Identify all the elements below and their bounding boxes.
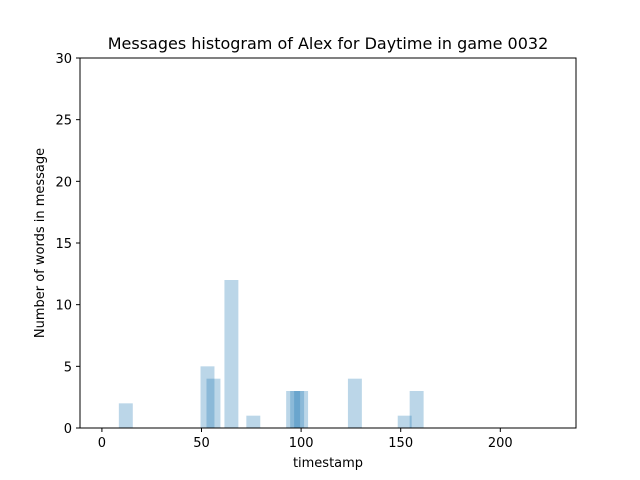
y-tick-label: 5 bbox=[64, 360, 72, 375]
x-tick-label: 200 bbox=[488, 436, 513, 451]
y-tick-label: 10 bbox=[55, 299, 72, 314]
histogram-bar-7 bbox=[294, 391, 309, 428]
x-axis-label: timestamp bbox=[293, 456, 363, 471]
histogram-bar-5 bbox=[286, 391, 301, 428]
x-tick-label: 100 bbox=[289, 436, 314, 451]
histogram-bar-3 bbox=[224, 280, 239, 428]
y-tick-label: 15 bbox=[55, 237, 72, 252]
y-tick-label: 0 bbox=[64, 422, 72, 437]
histogram-bar-0 bbox=[118, 403, 133, 428]
histogram-bar-2 bbox=[206, 378, 221, 428]
y-tick-label: 25 bbox=[55, 114, 72, 129]
y-tick-label: 20 bbox=[55, 175, 72, 190]
plot-area-frame bbox=[79, 57, 577, 429]
bars-layer bbox=[118, 280, 424, 428]
histogram-bar-8 bbox=[347, 378, 362, 428]
x-tick-label: 50 bbox=[193, 436, 210, 451]
y-axis-label: Number of words in message bbox=[33, 148, 48, 338]
histogram-bar-4 bbox=[246, 415, 261, 428]
y-tick-label: 30 bbox=[55, 52, 72, 67]
x-tick-label: 0 bbox=[98, 436, 106, 451]
x-tick-label: 150 bbox=[388, 436, 413, 451]
y-axis: 0 5 10 15 20 25 30 bbox=[55, 52, 80, 437]
histogram-bar-1 bbox=[200, 366, 215, 428]
histogram-bar-9 bbox=[397, 415, 412, 428]
histogram-bar-6 bbox=[290, 391, 305, 428]
histogram-bar-10 bbox=[409, 391, 424, 428]
chart-title: Messages histogram of Alex for Daytime i… bbox=[108, 34, 549, 53]
x-axis: 0 50 100 150 200 bbox=[98, 428, 513, 451]
